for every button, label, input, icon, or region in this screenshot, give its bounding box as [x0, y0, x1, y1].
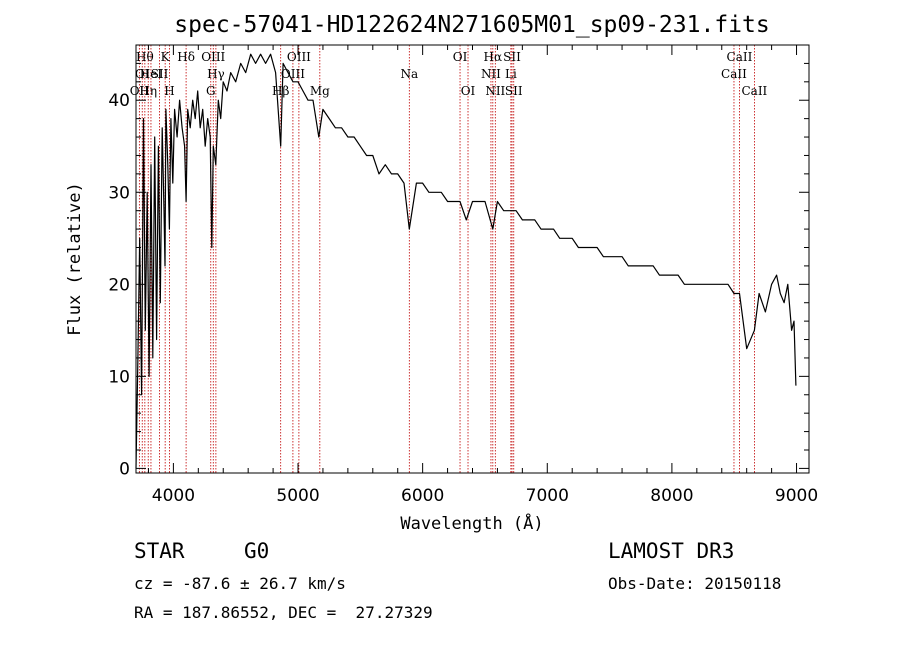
line-marker-label: OII — [130, 84, 150, 98]
line-marker-label: HeI — [140, 67, 163, 81]
chart-title: spec-57041-HD122624N271605M01_sp09-231.f… — [174, 12, 769, 38]
line-marker-label: OI — [461, 84, 476, 98]
y-tick-label: 40 — [108, 91, 130, 111]
y-tick-label: 30 — [108, 183, 130, 203]
line-marker-label: OIII — [201, 50, 225, 64]
line-marker-label: SII — [503, 50, 521, 64]
spectral-line-labels: OIIOIHθHηHeISIIKHHδGOIIIHγHβOIIIOIIIMgNa… — [130, 50, 768, 98]
line-marker-label: G — [206, 84, 216, 98]
redshift-cz: cz = -87.6 ± 26.7 km/s — [134, 574, 346, 593]
coordinates: RA = 187.86552, DEC = 27.27329 — [134, 603, 433, 622]
line-marker-label: Hα — [484, 50, 503, 64]
line-marker-label: SII — [151, 67, 169, 81]
line-marker-label: OI — [135, 67, 150, 81]
survey-name: LAMOST DR3 — [608, 539, 735, 563]
y-axis: 0 10 20 30 40 — [108, 62, 809, 479]
x-axis-label: Wavelength (Å) — [400, 512, 543, 534]
spectral-line-markers — [138, 45, 755, 473]
line-marker-label: K — [161, 50, 171, 64]
line-marker-label: Mg — [310, 84, 330, 98]
line-marker-label: OIII — [281, 67, 305, 81]
x-tick-label: 4000 — [152, 486, 195, 506]
y-tick-label: 0 — [119, 459, 130, 479]
line-marker-label: Na — [400, 67, 418, 81]
x-tick-label: 5000 — [276, 486, 319, 506]
object-class: STAR — [134, 539, 185, 563]
line-marker-label: NII — [485, 84, 505, 98]
x-tick-label: 6000 — [401, 486, 444, 506]
line-marker-label: Hη — [139, 84, 157, 98]
line-marker-label: H — [164, 84, 174, 98]
y-tick-label: 20 — [108, 275, 130, 295]
spectrum-line — [135, 53, 797, 469]
line-marker-label: CaII — [721, 67, 747, 81]
obs-date: Obs-Date: 20150118 — [608, 574, 782, 593]
plot-frame — [135, 44, 810, 474]
line-marker-label: OI — [453, 50, 468, 64]
line-marker-label: NII — [481, 67, 501, 81]
object-subclass: G0 — [244, 539, 270, 563]
line-marker-label: CaII — [727, 50, 753, 64]
x-tick-label: 9000 — [775, 486, 818, 506]
line-marker-label: Hδ — [177, 50, 195, 64]
y-axis-label: Flux (relative) — [65, 182, 85, 336]
line-marker-label: Hγ — [207, 67, 225, 81]
line-marker-label: Hβ — [272, 84, 289, 98]
line-marker-label: CaII — [741, 84, 767, 98]
line-marker-label: Li — [505, 67, 517, 81]
x-axis: 4000 5000 6000 7000 8000 9000 — [147, 45, 818, 506]
x-tick-label: 8000 — [650, 486, 693, 506]
y-tick-label: 10 — [108, 367, 130, 387]
x-tick-label: 7000 — [526, 486, 569, 506]
line-marker-label: SII — [505, 84, 523, 98]
line-marker-label: Hθ — [136, 50, 154, 64]
line-marker-label: OIII — [287, 50, 311, 64]
